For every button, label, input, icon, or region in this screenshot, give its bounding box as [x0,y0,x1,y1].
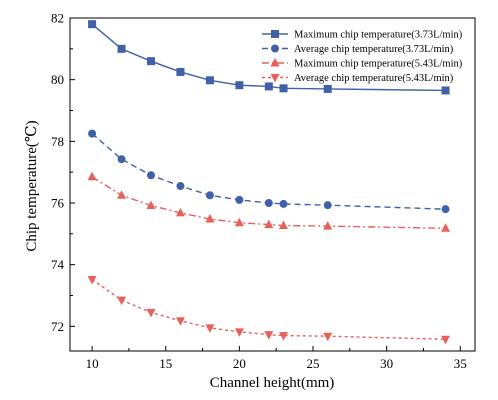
data-point [441,205,450,214]
data-point [87,275,97,285]
data-point [279,220,289,230]
data-point [279,332,289,341]
data-point [147,57,155,66]
data-point [279,84,288,93]
x-axis: 10 15 20 25 30 35 [86,346,467,371]
data-point [279,199,288,208]
data-point [117,190,127,199]
series-line [91,23,446,92]
x-tick-label: 25 [307,356,320,371]
x-tick-label: 20 [233,356,246,371]
data-point [323,332,333,342]
data-point [205,191,214,200]
data-point [146,200,156,209]
legend-label: Average chip temperature(3.73L/min) [294,44,454,55]
y-tick-label: 80 [51,72,64,87]
legend-label: Maximum chip temperature(3.73L/min) [294,30,463,41]
data-point [323,221,333,230]
x-tick-label: 35 [454,356,467,371]
y-tick-label: 74 [51,257,65,272]
data-point [264,199,273,207]
y-tick-label: 72 [51,319,64,334]
x-tick-label: 30 [380,356,393,371]
x-tick-label: 15 [159,356,172,371]
data-point [88,129,97,138]
data-point [323,201,332,210]
data-point [441,223,451,232]
x-axis-title: Channel height(mm) [210,375,335,391]
series-line [91,278,446,340]
data-point [235,195,244,204]
legend-item: Maximum chip temperature(5.43L/min) [262,58,463,70]
legend-marker [271,30,279,38]
legend: Maximum chip temperature(3.73L/min) Avera… [262,30,463,84]
legend-label: Average chip temperature(5.43L/min) [294,73,454,84]
data-point [146,308,156,318]
data-point [234,328,244,337]
data-point [147,171,155,180]
series-4 [87,275,451,345]
y-tick-label: 82 [51,11,64,26]
series-line [91,133,446,210]
data-point [205,76,214,85]
legend-item: Maximum chip temperature(3.73L/min) [262,30,463,41]
series-3 [87,171,451,232]
data-point [441,86,450,95]
legend-label: Maximum chip temperature(5.43L/min) [294,59,463,70]
plot-frame [69,17,476,352]
data-point [264,82,273,91]
legend-item: Average chip temperature(5.43L/min) [262,73,454,84]
data-point [175,207,185,217]
data-point [234,217,244,227]
data-point [117,155,126,164]
data-point [88,20,97,29]
series-line [91,176,446,229]
y-tick-label: 78 [51,134,64,149]
y-tick-label: 76 [51,196,65,211]
data-point [176,67,185,76]
legend-marker [270,74,280,83]
data-point [323,84,332,93]
x-tick-label: 10 [86,356,99,371]
legend-marker [270,58,280,67]
y-axis: 72 74 76 78 80 82 [51,11,75,334]
data-point [264,219,274,229]
data-point [87,171,97,181]
data-point [264,331,274,340]
data-point [205,324,215,333]
data-point [235,81,244,90]
data-point [117,44,126,53]
legend-item: Average chip temperature(3.73L/min) [262,44,454,55]
data-point [175,317,185,326]
series-2 [88,129,450,214]
data-point [176,182,185,191]
y-axis-title: Chip temperature(℃) [24,120,40,251]
legend-marker [271,44,279,53]
data-point [205,214,215,223]
series-layer [87,20,451,345]
data-point [441,335,451,345]
data-point [117,296,127,306]
series-1 [88,20,450,95]
